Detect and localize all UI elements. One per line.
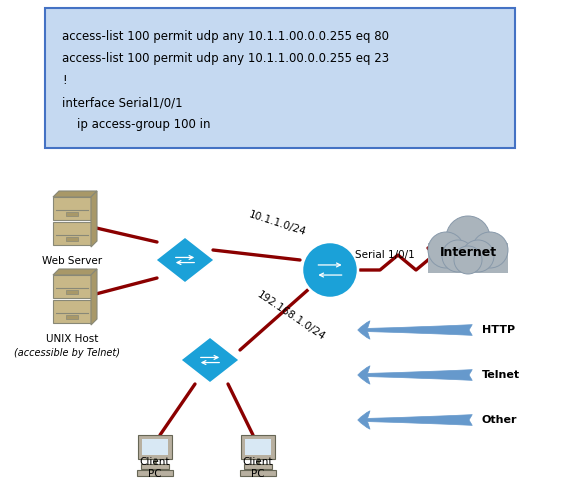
- FancyBboxPatch shape: [137, 470, 173, 476]
- FancyBboxPatch shape: [428, 243, 508, 273]
- Polygon shape: [91, 269, 97, 325]
- Circle shape: [462, 240, 494, 272]
- FancyBboxPatch shape: [244, 464, 272, 469]
- Text: interface Serial1/0/1: interface Serial1/0/1: [62, 96, 183, 109]
- Text: Other: Other: [482, 415, 517, 425]
- Text: Client
PC: Client PC: [140, 457, 170, 479]
- Text: UNIX Host: UNIX Host: [46, 334, 98, 344]
- Text: Serial 1/0/1: Serial 1/0/1: [355, 250, 415, 260]
- FancyBboxPatch shape: [53, 222, 91, 245]
- FancyBboxPatch shape: [240, 470, 276, 476]
- Text: Internet: Internet: [439, 246, 496, 260]
- Text: !: !: [62, 74, 67, 87]
- FancyBboxPatch shape: [241, 435, 275, 459]
- FancyBboxPatch shape: [53, 300, 91, 323]
- Circle shape: [428, 232, 464, 268]
- Text: ip access-group 100 in: ip access-group 100 in: [62, 118, 210, 131]
- Text: access-list 100 permit udp any 10.1.1.00.0.0.255 eq 23: access-list 100 permit udp any 10.1.1.00…: [62, 52, 389, 65]
- FancyBboxPatch shape: [66, 290, 78, 294]
- FancyBboxPatch shape: [45, 8, 515, 148]
- FancyBboxPatch shape: [66, 237, 78, 241]
- FancyBboxPatch shape: [138, 435, 172, 459]
- Polygon shape: [53, 191, 97, 197]
- Text: access-list 100 permit udp any 10.1.1.00.0.0.255 eq 80: access-list 100 permit udp any 10.1.1.00…: [62, 30, 389, 43]
- FancyBboxPatch shape: [142, 439, 168, 455]
- Text: 192.168.1.0/24: 192.168.1.0/24: [255, 289, 327, 342]
- Text: 10.1.1.0/24: 10.1.1.0/24: [248, 209, 308, 237]
- Polygon shape: [91, 191, 97, 247]
- FancyBboxPatch shape: [53, 197, 91, 220]
- Circle shape: [472, 232, 508, 268]
- Text: HTTP: HTTP: [482, 325, 515, 335]
- FancyBboxPatch shape: [53, 275, 91, 298]
- Polygon shape: [155, 237, 214, 283]
- FancyBboxPatch shape: [66, 315, 78, 319]
- FancyBboxPatch shape: [66, 212, 78, 216]
- Text: Client
PC: Client PC: [243, 457, 273, 479]
- Polygon shape: [181, 337, 240, 383]
- Circle shape: [446, 216, 490, 260]
- FancyBboxPatch shape: [141, 464, 169, 469]
- Polygon shape: [53, 269, 97, 275]
- Circle shape: [302, 242, 358, 298]
- Text: Web Server: Web Server: [42, 256, 102, 266]
- Text: Telnet: Telnet: [482, 370, 520, 380]
- Text: (accessible by Telnet): (accessible by Telnet): [14, 348, 120, 358]
- Circle shape: [454, 246, 482, 274]
- Circle shape: [442, 240, 474, 272]
- FancyBboxPatch shape: [245, 439, 271, 455]
